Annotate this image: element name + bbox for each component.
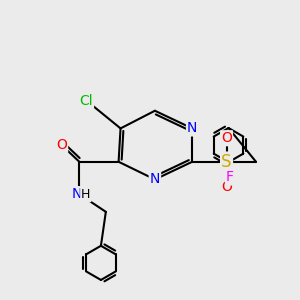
Text: H: H (81, 188, 91, 201)
Text: N: N (187, 122, 197, 135)
Text: N: N (71, 187, 82, 201)
Text: O: O (221, 131, 232, 145)
Text: N: N (150, 172, 160, 186)
Text: O: O (56, 138, 67, 152)
Text: S: S (221, 153, 232, 171)
Text: Cl: Cl (80, 94, 93, 108)
Text: F: F (226, 170, 234, 184)
Text: O: O (221, 180, 232, 194)
